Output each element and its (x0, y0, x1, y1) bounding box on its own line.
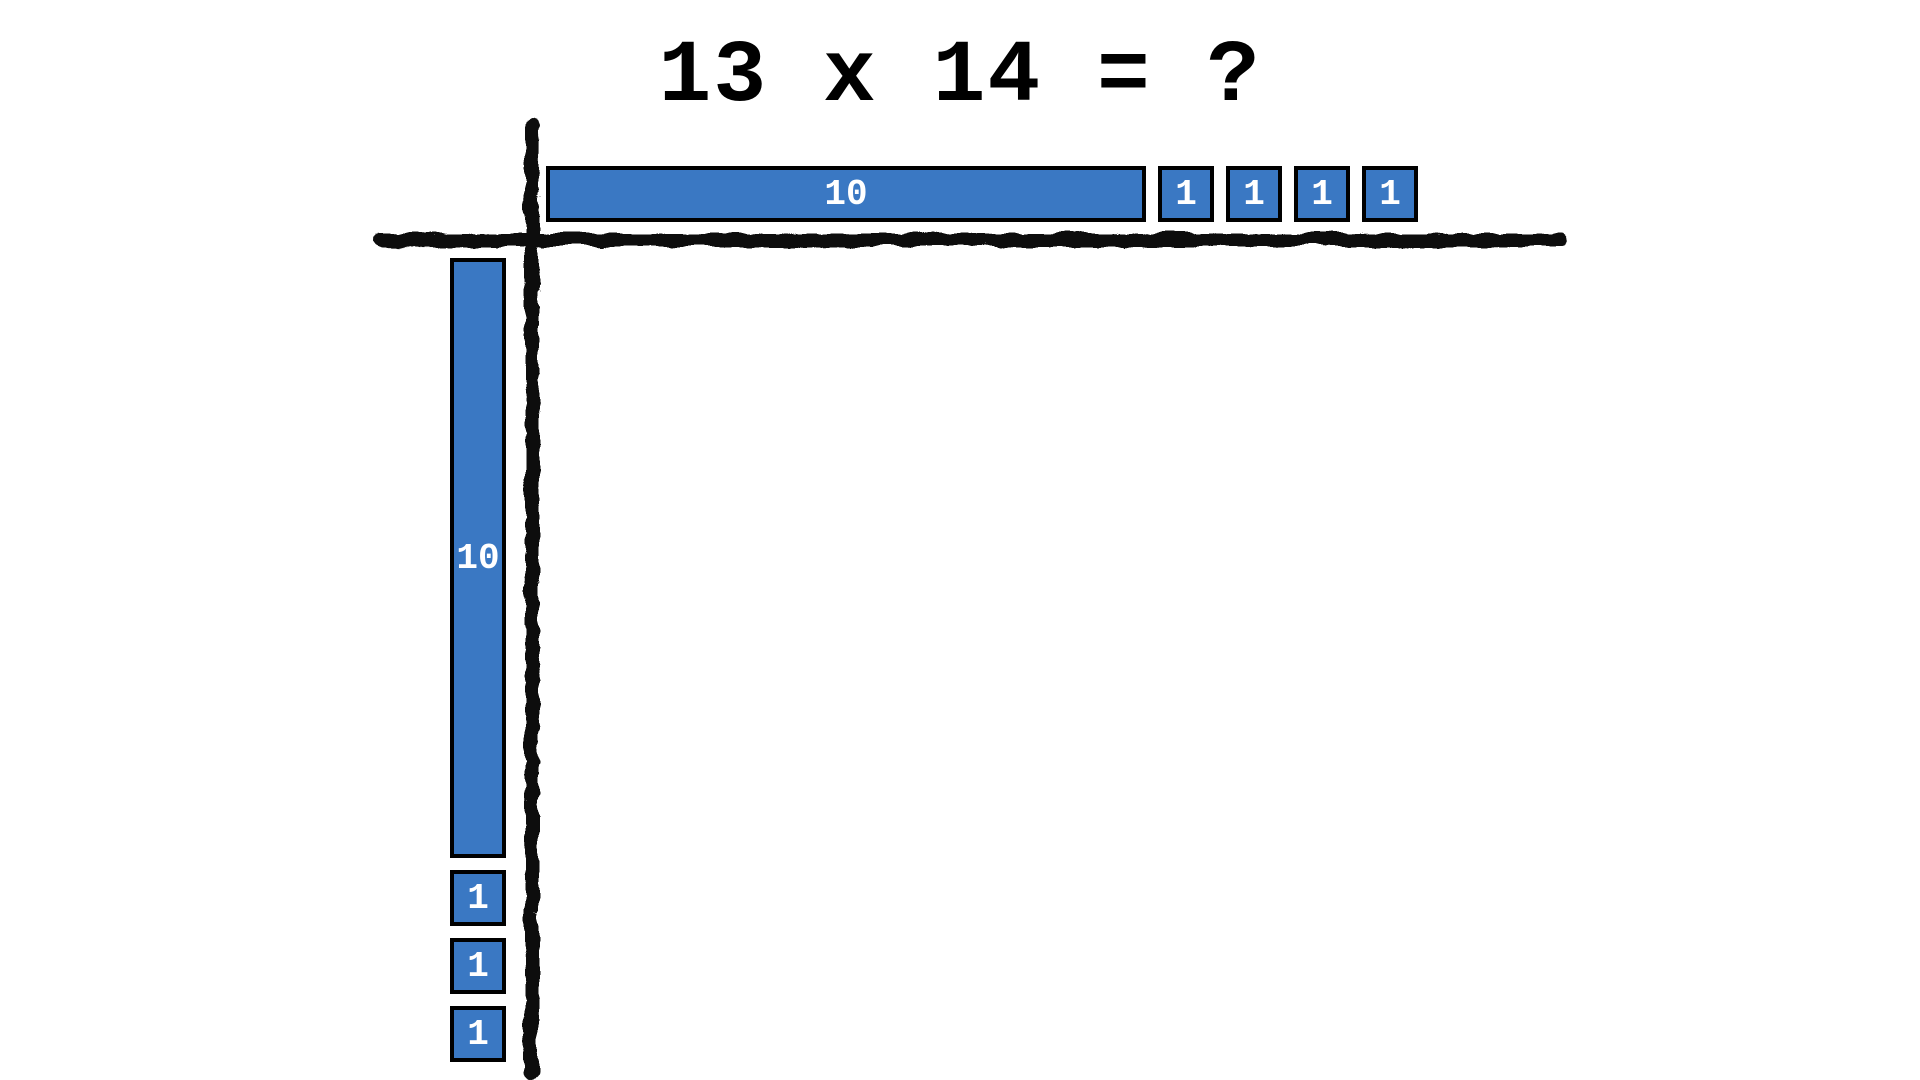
diagram-stage: 13 x 14 = ? 10 1 1 1 1 10 1 1 1 (0, 0, 1920, 1080)
left-one-block: 1 (450, 1006, 506, 1062)
block-label: 1 (467, 1014, 489, 1055)
block-label: 1 (467, 878, 489, 919)
left-ten-block: 10 (450, 258, 506, 858)
block-label: 10 (824, 174, 867, 215)
vertical-axis-line-overlay (528, 133, 533, 1062)
equation-title: 13 x 14 = ? (0, 28, 1920, 127)
block-label: 10 (456, 538, 499, 579)
block-label: 1 (467, 946, 489, 987)
top-one-block: 1 (1294, 166, 1350, 222)
block-label: 1 (1175, 174, 1197, 215)
block-label: 1 (1379, 174, 1401, 215)
axes-svg (0, 0, 1920, 1080)
top-ten-block: 10 (546, 166, 1146, 222)
left-one-block: 1 (450, 938, 506, 994)
top-one-block: 1 (1226, 166, 1282, 222)
top-one-block: 1 (1158, 166, 1214, 222)
block-label: 1 (1311, 174, 1333, 215)
equation-text: 13 x 14 = ? (659, 28, 1262, 127)
left-one-block: 1 (450, 870, 506, 926)
horizontal-axis-line-overlay (386, 236, 1554, 241)
block-label: 1 (1243, 174, 1265, 215)
top-one-block: 1 (1362, 166, 1418, 222)
